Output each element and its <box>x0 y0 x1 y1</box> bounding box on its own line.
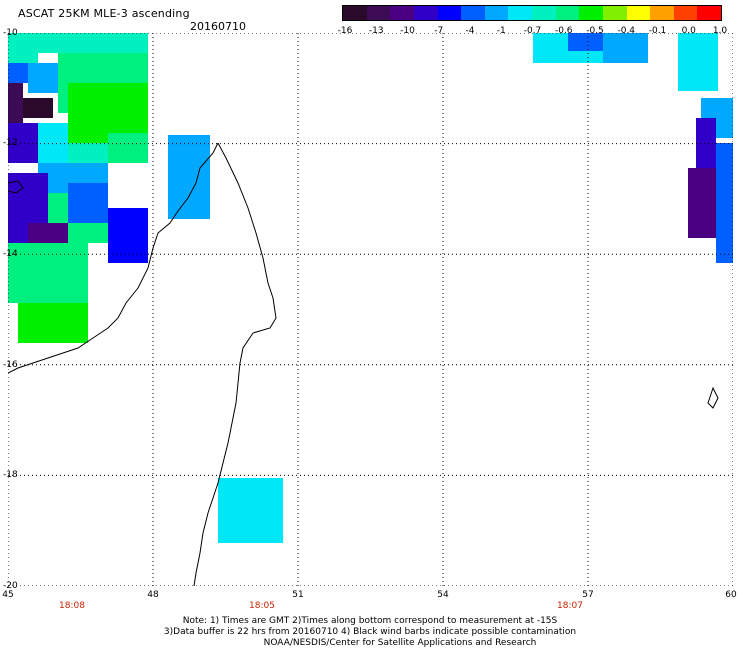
swath-patch-coast <box>168 135 210 219</box>
footer-credit: NOAA/NESDIS/Center for Satellite Applica… <box>263 638 537 648</box>
madagascar-coastline <box>8 142 219 374</box>
colorbar-cell <box>555 6 580 20</box>
map-title: ASCAT 25KM MLE-3 ascending <box>18 7 190 20</box>
lat-label: -12 <box>3 138 18 148</box>
swath-patches-east <box>688 98 733 263</box>
swath-patch-south <box>218 478 283 543</box>
colorbar-tick-label: -4 <box>465 26 475 36</box>
colorbar-tick-label: -7 <box>434 26 444 36</box>
colorbar-cell <box>508 6 532 20</box>
colorbar-tick-label: -0.6 <box>554 26 573 36</box>
colorbar-cell <box>366 6 391 20</box>
lon-label: 51 <box>292 590 304 600</box>
colorbar-tick-labels: -16 -13 -10 -7 -4 -1 -0.7 -0.6 -0.5 -0.4 -0.1 0.0 1.… <box>330 26 740 38</box>
map-date: 20160710 <box>190 20 246 33</box>
colorbar-cell <box>437 6 462 20</box>
colorbar-tick-label: 1.0 <box>712 26 728 36</box>
scatterometer-swaths <box>8 33 148 343</box>
footer-note-line2: 3)Data buffer is 22 hrs from 20160710 4)… <box>163 627 577 637</box>
footer-note-line1: Note: 1) Times are GMT 2)Times along bot… <box>182 616 558 626</box>
colorbar-cell <box>461 6 485 20</box>
time-label: 18:05 <box>249 601 275 611</box>
lon-label: 57 <box>582 590 594 600</box>
colorbar-cell <box>602 6 627 20</box>
colorbar-tick-label: -16 <box>337 26 353 36</box>
lat-label: -10 <box>3 28 18 38</box>
swath-patches-northeast <box>533 33 718 91</box>
colorbar-cell <box>697 6 721 20</box>
colorbar-cell <box>626 6 651 20</box>
colorbar <box>342 5 722 21</box>
colorbar-tick-label: -0.5 <box>586 26 604 36</box>
time-label: 18:07 <box>557 601 583 611</box>
lon-label: 45 <box>2 590 14 600</box>
time-label: 18:08 <box>59 601 85 611</box>
madagascar-east-coastline <box>193 142 277 586</box>
colorbar-cell <box>343 6 367 20</box>
colorbar-cell <box>579 6 603 20</box>
colorbar-cell <box>673 6 698 20</box>
lon-label: 60 <box>725 590 737 600</box>
map-plot <box>8 33 733 586</box>
lat-label: -18 <box>3 470 18 480</box>
colorbar-tick-label: -0.7 <box>523 26 542 36</box>
colorbar-tick-label: -13 <box>368 26 384 36</box>
lat-label: -20 <box>3 581 18 591</box>
colorbar-tick-label: -0.4 <box>617 26 636 36</box>
lat-lon-grid <box>8 33 733 586</box>
colorbar-tick-label: -10 <box>400 26 415 36</box>
colorbar-cell <box>532 6 556 20</box>
colorbar-cell <box>484 6 509 20</box>
colorbar-cell <box>390 6 414 20</box>
lat-label: -16 <box>3 360 18 370</box>
colorbar-tick-label: -1 <box>496 26 506 36</box>
lon-label: 54 <box>437 590 449 600</box>
coastline-west-detail <box>8 180 24 194</box>
colorbar-cell <box>413 6 438 20</box>
lon-label: 48 <box>147 590 159 600</box>
island-reunion-area <box>707 386 719 409</box>
colorbar-cell <box>650 6 674 20</box>
colorbar-tick-label: -0.1 <box>648 26 667 36</box>
lat-label: -14 <box>3 249 18 259</box>
colorbar-tick-label: 0.0 <box>681 26 696 36</box>
